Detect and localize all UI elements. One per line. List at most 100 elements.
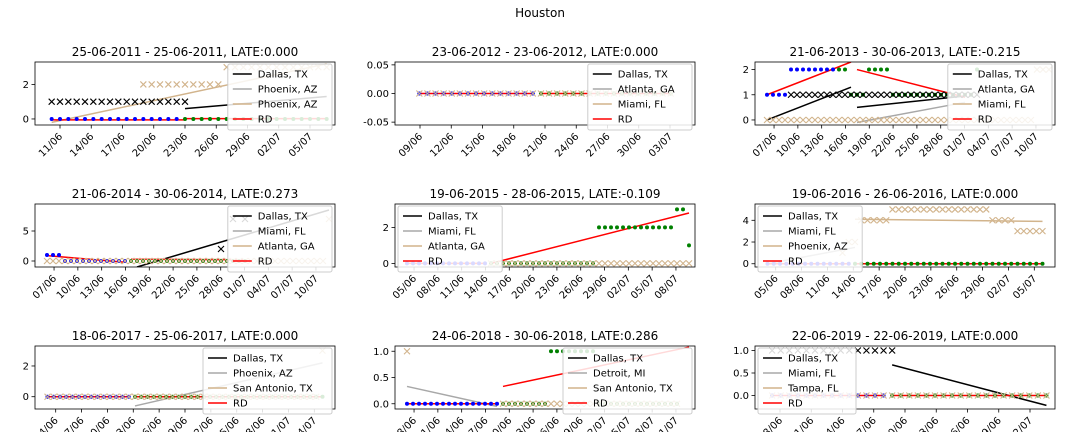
data-point-x — [529, 260, 537, 267]
data-point — [627, 225, 631, 230]
data-point-x — [79, 257, 87, 265]
x-tick-label: 18/06 — [491, 131, 519, 159]
data-point-x — [100, 393, 108, 401]
data-point-x — [995, 216, 1003, 224]
data-point — [873, 67, 877, 72]
x-tick-label: 11/06 — [804, 273, 832, 301]
data-point — [959, 261, 964, 266]
x-tick-label: 26/06 — [558, 273, 586, 301]
x-tick-label: 10/06 — [55, 273, 83, 301]
data-point-x — [529, 90, 537, 97]
data-point — [783, 92, 787, 97]
subplot-9: 22-06-2019 - 22-06-2019, LATE:0.000 0.0 0.… — [733, 329, 1056, 432]
data-point — [1028, 261, 1032, 266]
x-tick-label: 14/06 — [462, 273, 490, 301]
data-point-x — [1007, 216, 1015, 224]
data-point — [681, 207, 685, 212]
axes-frame — [754, 61, 1056, 126]
data-point — [915, 261, 920, 266]
data-point-x — [513, 90, 521, 97]
data-point — [801, 67, 805, 72]
x-tick-label: 13/06 — [799, 131, 827, 159]
legend: Dallas, TX Detroit, MI San Antonio, TX RD — [562, 347, 693, 415]
legend-label: Atlanta, GA — [618, 85, 675, 96]
data-point — [116, 116, 121, 121]
data-point-x — [895, 91, 903, 99]
data-point-x — [901, 91, 909, 99]
data-point-x — [913, 116, 921, 124]
x-tick-label: 08/06 — [391, 415, 419, 432]
data-point-x — [643, 260, 651, 267]
data-point-x — [69, 393, 76, 401]
legend-label: San Antonio, TX — [593, 384, 673, 395]
data-point — [867, 67, 871, 72]
x-tick-label: 05/06 — [753, 273, 781, 301]
legend-label: Dallas, TX — [978, 70, 1028, 81]
legend-label: Miami, FL — [618, 100, 666, 111]
data-point — [885, 67, 889, 72]
data-point-x — [559, 260, 567, 267]
y-tick-label: 1 — [743, 90, 749, 101]
x-tick-label: 11/07 — [653, 415, 681, 432]
data-point-x — [162, 393, 170, 401]
data-point-x — [589, 260, 597, 267]
data-point-x — [625, 260, 633, 267]
y-tick-label: 0 — [383, 259, 389, 270]
data-point-x — [793, 91, 801, 99]
subplot-5: 19-06-2015 - 28-06-2015, LATE:-0.109 0 2 05… — [383, 187, 696, 302]
data-point-x — [829, 116, 837, 124]
x-tick-label: 22/06 — [188, 415, 216, 432]
x-tick-label: 04/07 — [965, 131, 993, 159]
x-tick-label: 05/07 — [1011, 273, 1039, 301]
x-tick-label: 02/07 — [581, 415, 609, 432]
data-point-x — [181, 393, 189, 401]
x-tick-label: 19/06 — [846, 131, 874, 159]
data-point — [1034, 261, 1039, 266]
x-tick-label: 20/06 — [131, 131, 159, 159]
data-point-x — [913, 91, 921, 99]
data-point-x — [137, 393, 145, 401]
legend-label: Atlanta, GA — [428, 242, 485, 253]
subplot-title: 21-06-2013 - 30-06-2013, LATE:-0.215 — [790, 45, 1021, 59]
data-point-x — [164, 81, 172, 88]
data-point-x — [685, 260, 693, 267]
data-point — [471, 401, 475, 406]
data-point-x — [631, 260, 639, 267]
y-tick-label: 0.5 — [733, 369, 749, 380]
data-point — [871, 261, 876, 266]
data-point — [795, 67, 799, 72]
data-point-x — [193, 257, 201, 265]
data-point-x — [951, 206, 959, 213]
data-point-x — [424, 90, 431, 97]
data-point-x — [914, 206, 921, 213]
data-point — [940, 261, 945, 266]
data-point-x — [189, 81, 197, 88]
x-tick-label: 05/06 — [391, 273, 419, 301]
data-point — [417, 401, 421, 406]
data-point — [813, 67, 817, 72]
data-point-x — [50, 393, 58, 401]
data-point-x — [537, 90, 545, 97]
data-point-x — [607, 260, 615, 267]
data-point-x — [931, 392, 939, 399]
data-point — [777, 92, 781, 97]
x-tick-label: 11/06 — [37, 131, 65, 159]
data-point-x — [799, 91, 807, 99]
data-point — [208, 116, 212, 121]
data-point — [669, 225, 673, 230]
data-point-x — [121, 257, 129, 265]
x-tick-label: 20/06 — [882, 415, 910, 432]
data-point-x — [119, 393, 126, 401]
data-point — [549, 349, 553, 354]
data-point-x — [931, 91, 939, 99]
data-point-x — [880, 347, 887, 354]
data-point-x — [64, 98, 72, 106]
data-point-x — [578, 90, 585, 97]
data-point — [675, 207, 679, 212]
legend-label: Phoenix, AZ — [258, 100, 318, 111]
y-tick-label: 0.05 — [367, 60, 389, 71]
data-point-x — [415, 90, 423, 97]
subplot-title: 25-06-2011 - 25-06-2011, LATE:0.000 — [72, 45, 299, 59]
data-point — [447, 401, 451, 406]
legend-label: Detroit, MI — [593, 369, 645, 380]
